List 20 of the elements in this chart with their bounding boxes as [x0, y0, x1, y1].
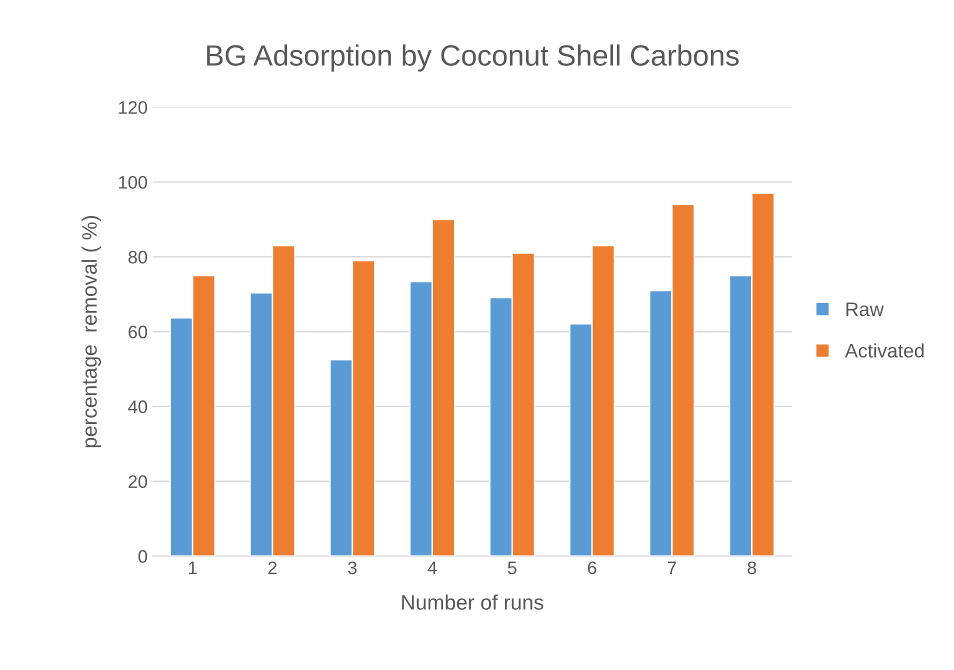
- chart-title: BG Adsorption by Coconut Shell Carbons: [207, 44, 739, 72]
- y-tick-label: 40: [128, 400, 148, 414]
- x-tick-label: 6: [588, 561, 596, 574]
- y-tick-label: 120: [119, 101, 148, 114]
- x-tick-label: 4: [428, 562, 437, 574]
- x-tick-label: 1: [188, 562, 197, 574]
- y-tick-label: 20: [128, 475, 148, 488]
- x-tick-label: 7: [668, 562, 676, 574]
- legend-label: Raw: [846, 302, 884, 316]
- y-axis-title: percentage removal ( %): [82, 216, 101, 448]
- y-tick-label: 0: [138, 550, 148, 563]
- x-axis-title: Number of runs: [402, 594, 544, 610]
- x-tick-label: 2: [268, 561, 277, 574]
- x-tick-label: 5: [508, 562, 516, 574]
- x-tick-label: 3: [348, 561, 357, 574]
- legend-label: Activated: [844, 343, 924, 358]
- x-tick-label: 8: [748, 561, 756, 574]
- y-tick-label: 80: [128, 250, 148, 264]
- y-tick-label: 100: [119, 176, 148, 189]
- y-tick-label: 60: [128, 326, 148, 338]
